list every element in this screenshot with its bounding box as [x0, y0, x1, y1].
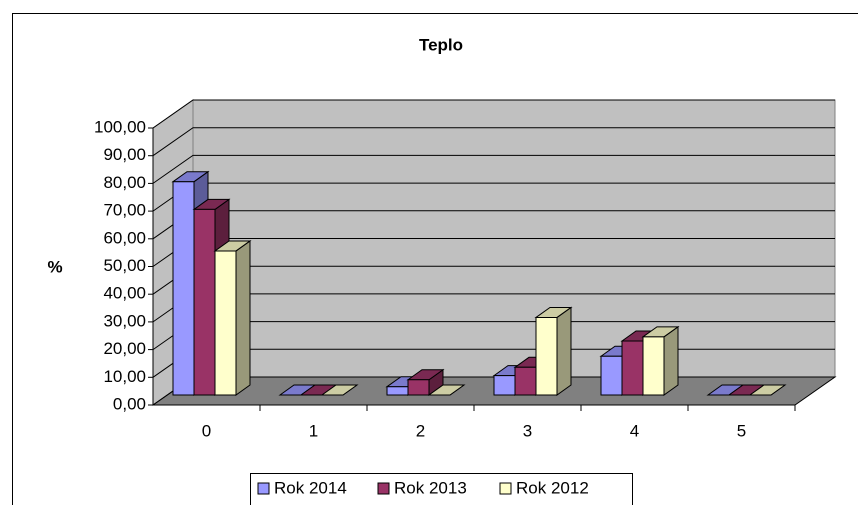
y-tick-label: 0,00	[113, 394, 146, 413]
y-tick-label: 10,00	[103, 367, 146, 386]
bar-front	[493, 375, 516, 396]
bar-front	[621, 340, 644, 396]
bar-front	[193, 208, 216, 396]
grid-line	[152, 127, 835, 157]
bar-front	[172, 181, 195, 396]
x-tick-label: 3	[523, 421, 532, 440]
x-tick-label: 1	[309, 421, 318, 440]
bar	[427, 384, 466, 396]
y-tick-label: 60,00	[103, 228, 146, 247]
bar-front	[514, 366, 537, 396]
legend-swatch	[499, 482, 512, 495]
bar	[641, 325, 680, 396]
y-tick-label: 40,00	[103, 284, 146, 303]
bar-side	[663, 325, 679, 396]
legend-box	[250, 473, 633, 505]
y-tick-label: 70,00	[103, 201, 146, 220]
bar-front	[407, 379, 430, 396]
bar	[534, 306, 573, 396]
bar-side	[235, 239, 251, 396]
x-tick-label: 4	[630, 421, 639, 440]
bar-front	[386, 386, 409, 396]
y-tick-label: 20,00	[103, 339, 146, 358]
chart-title: Teplo	[419, 35, 463, 54]
y-tick-label: 90,00	[103, 145, 146, 164]
y-tick-label: 100,00	[94, 117, 146, 136]
x-tick-label: 0	[202, 421, 211, 440]
legend-label: Rok 2014	[274, 478, 347, 497]
legend-swatch	[377, 482, 390, 495]
grid-line	[152, 99, 835, 129]
legend-swatch	[257, 482, 270, 495]
y-axis-label: %	[47, 257, 62, 276]
bar-front	[535, 316, 558, 396]
y-tick-label: 80,00	[103, 173, 146, 192]
bar	[320, 384, 359, 396]
x-tick-label: 5	[737, 421, 746, 440]
bar	[213, 239, 252, 396]
x-tick-label: 2	[416, 421, 425, 440]
bar-front	[214, 250, 237, 396]
bar-front	[600, 355, 623, 396]
legend-label: Rok 2012	[516, 478, 589, 497]
grid-line	[152, 154, 835, 184]
bar	[748, 384, 787, 396]
y-tick-label: 50,00	[103, 256, 146, 275]
legend-label: Rok 2013	[394, 478, 467, 497]
bar-front	[642, 336, 665, 396]
bar-side	[556, 306, 572, 396]
y-tick-label: 30,00	[103, 311, 146, 330]
